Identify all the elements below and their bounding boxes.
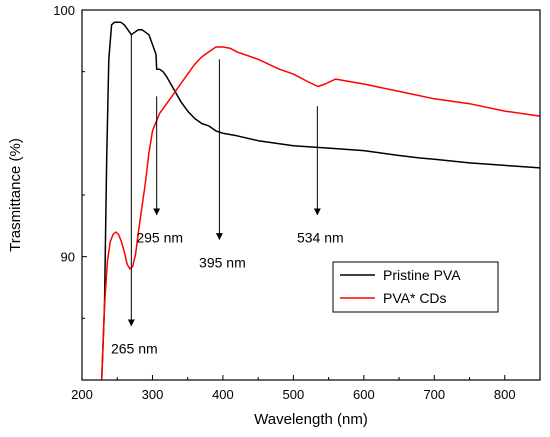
annotation-label: 395 nm [199, 254, 246, 270]
plot-frame [81, 9, 541, 381]
x-axis-label: Wavelength (nm) [254, 411, 368, 428]
x-tick-label: 300 [142, 387, 164, 402]
x-tick-label: 800 [494, 387, 516, 402]
y-tick-label: 100 [53, 3, 75, 18]
y-tick-label: 90 [61, 250, 75, 265]
y-axis-label: Trasmittance (%) [7, 138, 24, 252]
x-tick-label: 200 [71, 387, 93, 402]
series-line-pva-cds [100, 46, 540, 380]
annotation-label: 534 nm [297, 230, 344, 246]
series-line-pristine-pva [100, 21, 540, 380]
legend-label-pva-cds: PVA* CDs [383, 290, 447, 306]
x-tick-label: 500 [283, 387, 305, 402]
x-tick-label: 600 [353, 387, 375, 402]
series-layer [100, 21, 540, 380]
legend-label-pristine-pva: Pristine PVA [383, 267, 461, 283]
x-tick-label: 700 [423, 387, 445, 402]
x-tick-label: 400 [212, 387, 234, 402]
tick-layer: 200 300 400 500 600 700 800 90 100 [53, 3, 515, 402]
annotation-layer: 265 nm 295 nm 395 nm 534 nm [111, 34, 344, 357]
annotation-label: 295 nm [136, 230, 183, 246]
legend-box [332, 261, 499, 313]
legend: Pristine PVA PVA* CDs [332, 261, 499, 313]
annotation-label: 265 nm [111, 341, 158, 357]
